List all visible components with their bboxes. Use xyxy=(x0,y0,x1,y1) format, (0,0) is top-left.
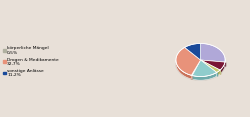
Polygon shape xyxy=(192,60,217,77)
Polygon shape xyxy=(176,60,191,79)
Polygon shape xyxy=(217,70,220,76)
Polygon shape xyxy=(220,62,225,74)
Polygon shape xyxy=(191,60,200,75)
Polygon shape xyxy=(176,47,201,75)
Polygon shape xyxy=(200,60,220,72)
Polygon shape xyxy=(184,44,200,60)
Legend: körperliche Mängel
0,5%, Drogen & Medikamente
32,7%, sonstige Anlässe
11,2%: körperliche Mängel 0,5%, Drogen & Medika… xyxy=(3,46,59,77)
Polygon shape xyxy=(176,64,225,80)
Polygon shape xyxy=(200,44,225,62)
Polygon shape xyxy=(192,72,217,80)
Polygon shape xyxy=(200,60,225,70)
Polygon shape xyxy=(191,75,192,79)
